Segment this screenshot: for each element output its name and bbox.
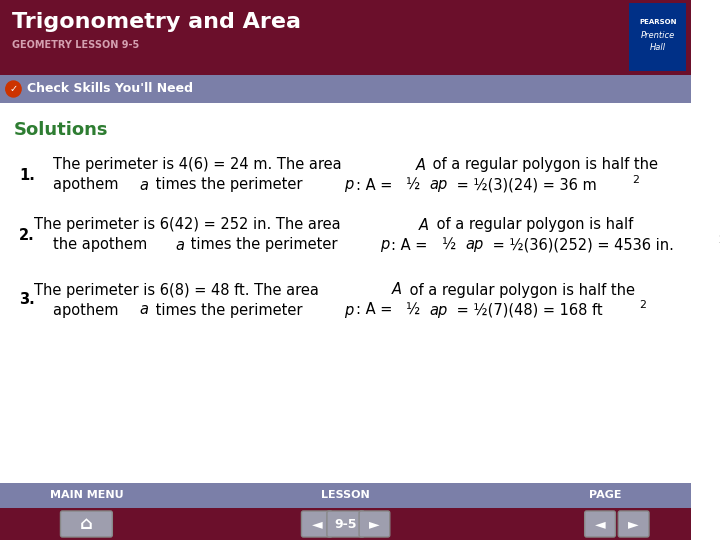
Text: ap: ap <box>430 302 448 318</box>
Text: ½: ½ <box>407 178 426 192</box>
FancyBboxPatch shape <box>629 3 686 71</box>
Text: times the perimeter: times the perimeter <box>150 178 307 192</box>
Text: times the perimeter: times the perimeter <box>186 238 343 253</box>
FancyBboxPatch shape <box>0 483 691 508</box>
Text: ½: ½ <box>442 238 461 253</box>
Text: p: p <box>380 238 389 253</box>
Text: 2: 2 <box>631 175 639 185</box>
Text: ap: ap <box>430 178 448 192</box>
Text: apothem: apothem <box>53 178 123 192</box>
Text: The perimeter is 6(42) = 252 in. The area: The perimeter is 6(42) = 252 in. The are… <box>34 218 345 233</box>
Text: 2: 2 <box>639 300 646 310</box>
Text: ◄: ◄ <box>595 517 606 531</box>
Text: 9-5: 9-5 <box>334 517 357 530</box>
Text: a: a <box>140 178 148 192</box>
Text: PEARSON: PEARSON <box>639 19 676 25</box>
Text: ✓: ✓ <box>9 84 17 94</box>
Text: Solutions: Solutions <box>14 121 108 139</box>
Text: GEOMETRY LESSON 9-5: GEOMETRY LESSON 9-5 <box>12 40 139 50</box>
Text: 2: 2 <box>719 235 720 245</box>
FancyBboxPatch shape <box>618 511 649 537</box>
FancyBboxPatch shape <box>0 508 691 540</box>
Text: A: A <box>416 158 426 172</box>
Text: apothem: apothem <box>53 302 123 318</box>
Text: a: a <box>140 302 148 318</box>
Text: PAGE: PAGE <box>588 490 621 500</box>
FancyBboxPatch shape <box>0 103 691 483</box>
Text: A: A <box>392 282 402 298</box>
Text: A: A <box>419 218 429 233</box>
FancyBboxPatch shape <box>0 0 691 75</box>
Text: The perimeter is 6(8) = 48 ft. The area: The perimeter is 6(8) = 48 ft. The area <box>34 282 323 298</box>
Text: ►: ► <box>629 517 639 531</box>
Text: times the perimeter: times the perimeter <box>150 302 307 318</box>
Text: 2.: 2. <box>19 227 35 242</box>
Text: = ½(3)(24) = 36 m: = ½(3)(24) = 36 m <box>452 178 597 192</box>
Text: of a regular polygon is half: of a regular polygon is half <box>431 218 633 233</box>
Text: p: p <box>344 178 354 192</box>
Text: : A =: : A = <box>391 238 432 253</box>
Text: ►: ► <box>369 517 379 531</box>
Text: = ½(7)(48) = 168 ft: = ½(7)(48) = 168 ft <box>452 302 603 318</box>
Text: : A =: : A = <box>356 302 397 318</box>
FancyBboxPatch shape <box>327 511 364 537</box>
Text: of a regular polygon is half the: of a regular polygon is half the <box>405 282 634 298</box>
Text: ap: ap <box>465 238 484 253</box>
Circle shape <box>6 81 21 97</box>
Text: LESSON: LESSON <box>321 490 370 500</box>
FancyBboxPatch shape <box>585 511 616 537</box>
Text: Hall: Hall <box>649 43 666 51</box>
Text: The perimeter is 4(6) = 24 m. The area: The perimeter is 4(6) = 24 m. The area <box>53 158 346 172</box>
Text: ½: ½ <box>407 302 426 318</box>
Text: Prentice: Prentice <box>641 30 675 39</box>
Text: of a regular polygon is half the: of a regular polygon is half the <box>428 158 659 172</box>
Text: ⌂: ⌂ <box>80 515 93 533</box>
Text: a: a <box>175 238 184 253</box>
Text: ◄: ◄ <box>312 517 322 531</box>
Text: MAIN MENU: MAIN MENU <box>50 490 123 500</box>
Text: : A =: : A = <box>356 178 397 192</box>
Text: = ½(36)(252) = 4536 in.: = ½(36)(252) = 4536 in. <box>488 238 674 253</box>
FancyBboxPatch shape <box>359 511 390 537</box>
Text: Trigonometry and Area: Trigonometry and Area <box>12 12 300 32</box>
FancyBboxPatch shape <box>60 511 112 537</box>
Text: Check Skills You'll Need: Check Skills You'll Need <box>27 83 193 96</box>
Text: the apothem: the apothem <box>53 238 152 253</box>
Text: 1.: 1. <box>19 167 35 183</box>
FancyBboxPatch shape <box>302 511 332 537</box>
Text: 3.: 3. <box>19 293 35 307</box>
Text: p: p <box>344 302 354 318</box>
FancyBboxPatch shape <box>0 75 691 103</box>
